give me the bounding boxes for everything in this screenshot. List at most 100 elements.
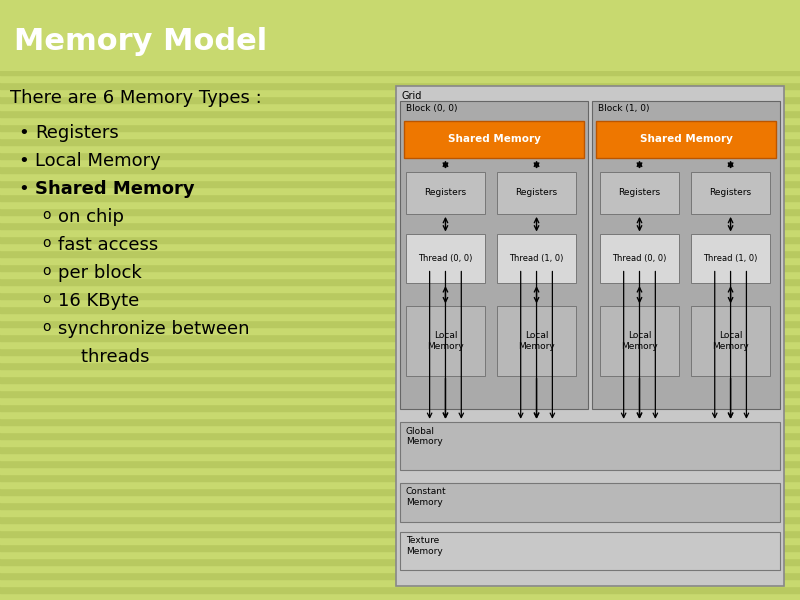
Bar: [0, 313, 800, 320]
Bar: [0, 446, 800, 453]
Bar: [0, 453, 800, 460]
Text: o: o: [42, 292, 50, 306]
Bar: [0, 432, 800, 439]
Bar: [0, 194, 800, 201]
Bar: [592, 101, 780, 409]
Bar: [0, 201, 800, 208]
Bar: [0, 306, 800, 313]
Text: o: o: [42, 208, 50, 222]
Bar: [0, 61, 800, 68]
Bar: [0, 173, 800, 180]
Text: Grid: Grid: [402, 91, 422, 101]
Bar: [0, 502, 800, 509]
Bar: [0, 341, 800, 348]
Bar: [400, 483, 780, 522]
Text: Thread (0, 0): Thread (0, 0): [418, 254, 473, 263]
Text: o: o: [42, 320, 50, 334]
Bar: [0, 509, 800, 516]
Bar: [0, 131, 800, 138]
Bar: [0, 516, 800, 523]
Bar: [0, 390, 800, 397]
Bar: [497, 306, 576, 376]
Text: threads: threads: [58, 348, 150, 366]
Bar: [0, 124, 800, 131]
Text: Registers: Registers: [618, 188, 661, 197]
Text: on chip: on chip: [58, 208, 124, 226]
Bar: [0, 299, 800, 306]
Bar: [497, 235, 576, 283]
Bar: [0, 89, 800, 96]
Bar: [0, 495, 800, 502]
Bar: [406, 235, 485, 283]
Bar: [0, 334, 800, 341]
Bar: [0, 82, 800, 89]
Text: Local Memory: Local Memory: [35, 152, 161, 170]
Bar: [0, 551, 800, 558]
Bar: [0, 397, 800, 404]
Bar: [400, 422, 780, 470]
Bar: [600, 235, 679, 283]
Bar: [691, 306, 770, 376]
Text: Memory Model: Memory Model: [14, 26, 268, 56]
Text: Texture
Memory: Texture Memory: [406, 536, 442, 556]
Bar: [0, 537, 800, 544]
Bar: [691, 172, 770, 214]
Text: Shared Memory: Shared Memory: [447, 134, 541, 144]
Text: Thread (1, 0): Thread (1, 0): [510, 254, 564, 263]
Bar: [0, 278, 800, 285]
Bar: [400, 532, 780, 571]
Bar: [0, 565, 800, 572]
Bar: [0, 68, 800, 75]
Bar: [0, 481, 800, 488]
Bar: [0, 145, 800, 152]
Bar: [0, 320, 800, 327]
Bar: [406, 172, 485, 214]
Bar: [0, 103, 800, 110]
Bar: [0, 586, 800, 593]
Bar: [691, 235, 770, 283]
Bar: [0, 285, 800, 292]
Text: Local
Memory: Local Memory: [427, 331, 464, 350]
Text: Block (0, 0): Block (0, 0): [406, 104, 458, 113]
Bar: [0, 152, 800, 159]
Text: per block: per block: [58, 264, 142, 282]
Text: Block (1, 0): Block (1, 0): [598, 104, 650, 113]
Text: Global
Memory: Global Memory: [406, 427, 442, 446]
Text: Thread (0, 0): Thread (0, 0): [612, 254, 666, 263]
Text: •: •: [18, 180, 29, 198]
Text: Registers: Registers: [424, 188, 466, 197]
Bar: [0, 355, 800, 362]
Text: •: •: [18, 124, 29, 142]
Bar: [600, 306, 679, 376]
Text: Registers: Registers: [35, 124, 118, 142]
Bar: [0, 96, 800, 103]
Bar: [0, 229, 800, 236]
Bar: [0, 117, 800, 124]
Text: Local
Memory: Local Memory: [621, 331, 658, 350]
Text: Registers: Registers: [710, 188, 752, 197]
Bar: [0, 187, 800, 194]
Bar: [404, 121, 584, 158]
Bar: [0, 110, 800, 117]
Text: Shared Memory: Shared Memory: [35, 180, 194, 198]
Text: Registers: Registers: [515, 188, 558, 197]
Bar: [0, 159, 800, 166]
Bar: [0, 593, 800, 600]
Bar: [0, 558, 800, 565]
Bar: [0, 264, 800, 271]
Text: o: o: [42, 236, 50, 250]
Bar: [497, 172, 576, 214]
Bar: [0, 530, 800, 537]
Text: fast access: fast access: [58, 236, 158, 254]
Bar: [0, 544, 800, 551]
Bar: [0, 572, 800, 579]
Bar: [0, 369, 800, 376]
Bar: [0, 250, 800, 257]
Text: Constant
Memory: Constant Memory: [406, 487, 446, 507]
Bar: [400, 101, 588, 409]
Text: Local
Memory: Local Memory: [518, 331, 555, 350]
Bar: [0, 474, 800, 481]
Bar: [0, 138, 800, 145]
Bar: [0, 425, 800, 432]
Bar: [0, 579, 800, 586]
